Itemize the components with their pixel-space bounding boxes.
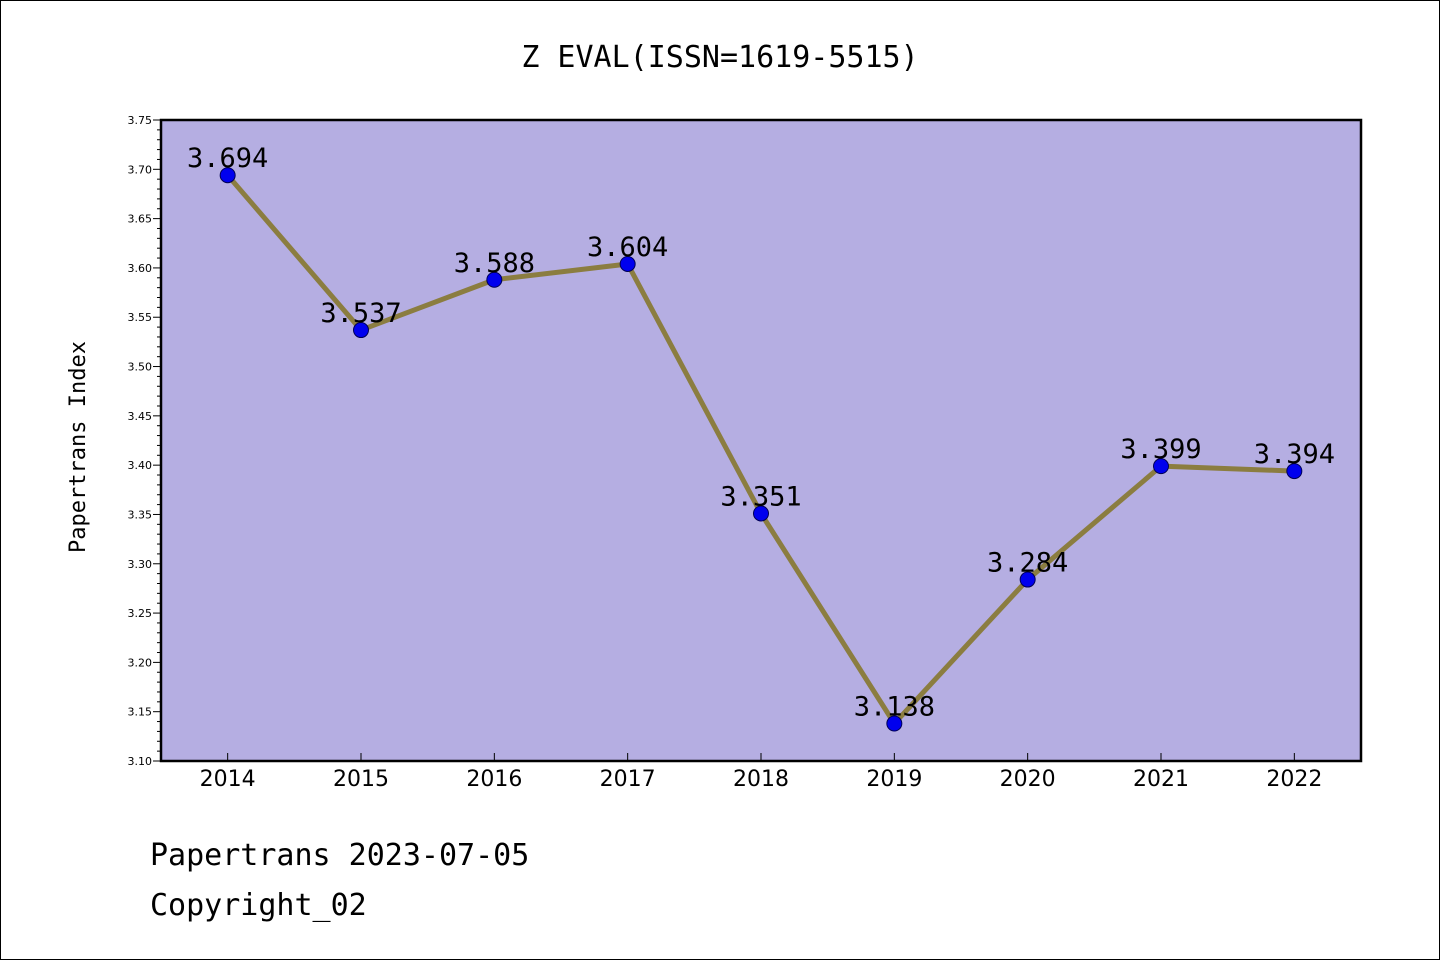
x-tick-label: 2015 <box>333 767 389 792</box>
data-label: 3.351 <box>720 481 801 512</box>
y-tick-label: 3.35 <box>128 508 153 521</box>
y-tick-label: 3.45 <box>128 410 153 423</box>
data-point <box>486 271 503 288</box>
data-label: 3.138 <box>854 692 935 723</box>
y-tick-label: 3.55 <box>128 311 153 324</box>
data-label: 3.694 <box>187 143 268 174</box>
y-tick-label: 3.40 <box>128 459 153 472</box>
y-tick-label: 3.60 <box>128 262 153 275</box>
x-tick-label: 2021 <box>1133 767 1189 792</box>
data-label: 3.604 <box>587 232 668 263</box>
y-tick-label: 3.10 <box>128 755 153 768</box>
y-axis-label: Papertrans Index <box>66 341 91 553</box>
chart-title: Z EVAL(ISSN=1619-5515) <box>521 40 918 75</box>
x-tick-label: 2022 <box>1266 767 1322 792</box>
data-label: 3.394 <box>1254 439 1335 470</box>
y-tick-label: 3.70 <box>128 163 153 176</box>
data-label: 3.537 <box>320 298 401 329</box>
plot-area <box>159 118 1363 763</box>
data-label: 3.284 <box>987 548 1068 579</box>
y-tick-label: 3.65 <box>128 213 153 226</box>
data-label: 3.399 <box>1120 434 1201 465</box>
x-tick-label: 2017 <box>600 767 656 792</box>
footer-copyright: Copyright_02 <box>150 888 367 923</box>
y-tick-label: 3.75 <box>128 114 153 127</box>
y-tick-label: 3.20 <box>128 656 153 669</box>
y-tick-label: 3.30 <box>128 558 153 571</box>
y-tick-label: 3.50 <box>128 361 153 374</box>
data-point <box>1019 571 1036 588</box>
data-point <box>1286 463 1303 480</box>
data-point <box>1153 458 1169 475</box>
data-label: 3.588 <box>454 248 535 279</box>
data-point <box>753 505 769 522</box>
data-point <box>353 322 369 339</box>
x-tick-label: 2014 <box>200 767 256 792</box>
series-layer: 3.694 3.537 3.588 3.604 3.351 3.138 3.284 3.399… <box>187 143 1335 732</box>
x-tick-label: 2020 <box>1000 767 1056 792</box>
x-tick-label: 2016 <box>466 767 522 792</box>
y-axis: 3.10 3.15 3.20 3.25 3.30 3.35 3.40 3.45 3.50 3.55… <box>128 114 161 768</box>
x-axis: 2014 2015 2016 2017 2018 2019 2020 2021 2022 <box>200 753 1322 792</box>
footer-date: Papertrans 2023-07-05 <box>150 838 529 873</box>
y-tick-label: 3.25 <box>128 607 153 620</box>
data-point <box>619 255 636 272</box>
data-point <box>219 167 236 184</box>
x-tick-label: 2018 <box>733 767 789 792</box>
x-tick-label: 2019 <box>866 767 922 792</box>
y-tick-label: 3.15 <box>128 706 153 719</box>
data-point <box>886 715 903 732</box>
